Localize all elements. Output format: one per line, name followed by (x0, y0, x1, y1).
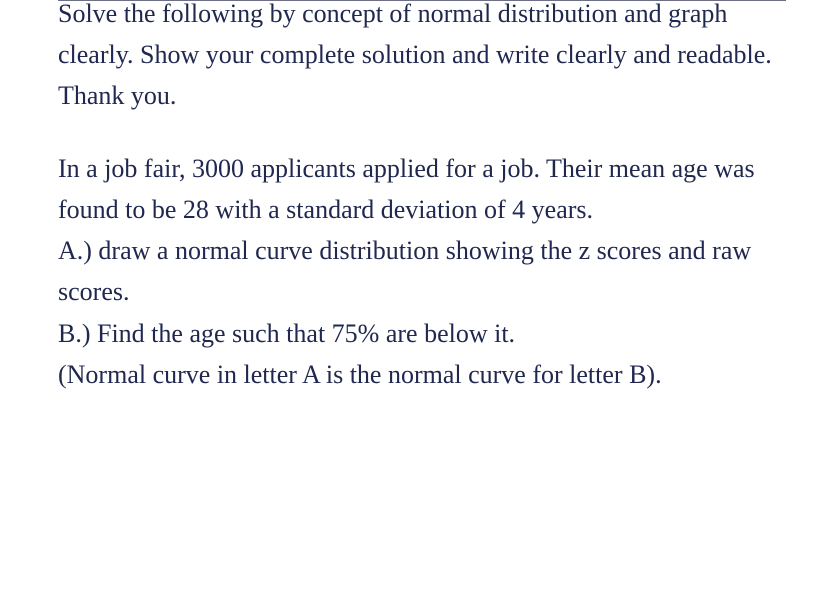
document-page: Solve the following by concept of normal… (0, 0, 828, 603)
note-text: (Normal curve in letter A is the normal … (58, 360, 662, 389)
intro-paragraph: Solve the following by concept of normal… (58, 0, 786, 116)
part-b-text: B.) Find the age such that 75% are below… (58, 319, 515, 348)
part-a-text: A.) draw a normal curve distribution sho… (58, 236, 751, 306)
top-rule (58, 0, 786, 1)
problem-statement: In a job fair, 3000 applicants applied f… (58, 148, 786, 394)
problem-text: In a job fair, 3000 applicants applied f… (58, 154, 755, 224)
